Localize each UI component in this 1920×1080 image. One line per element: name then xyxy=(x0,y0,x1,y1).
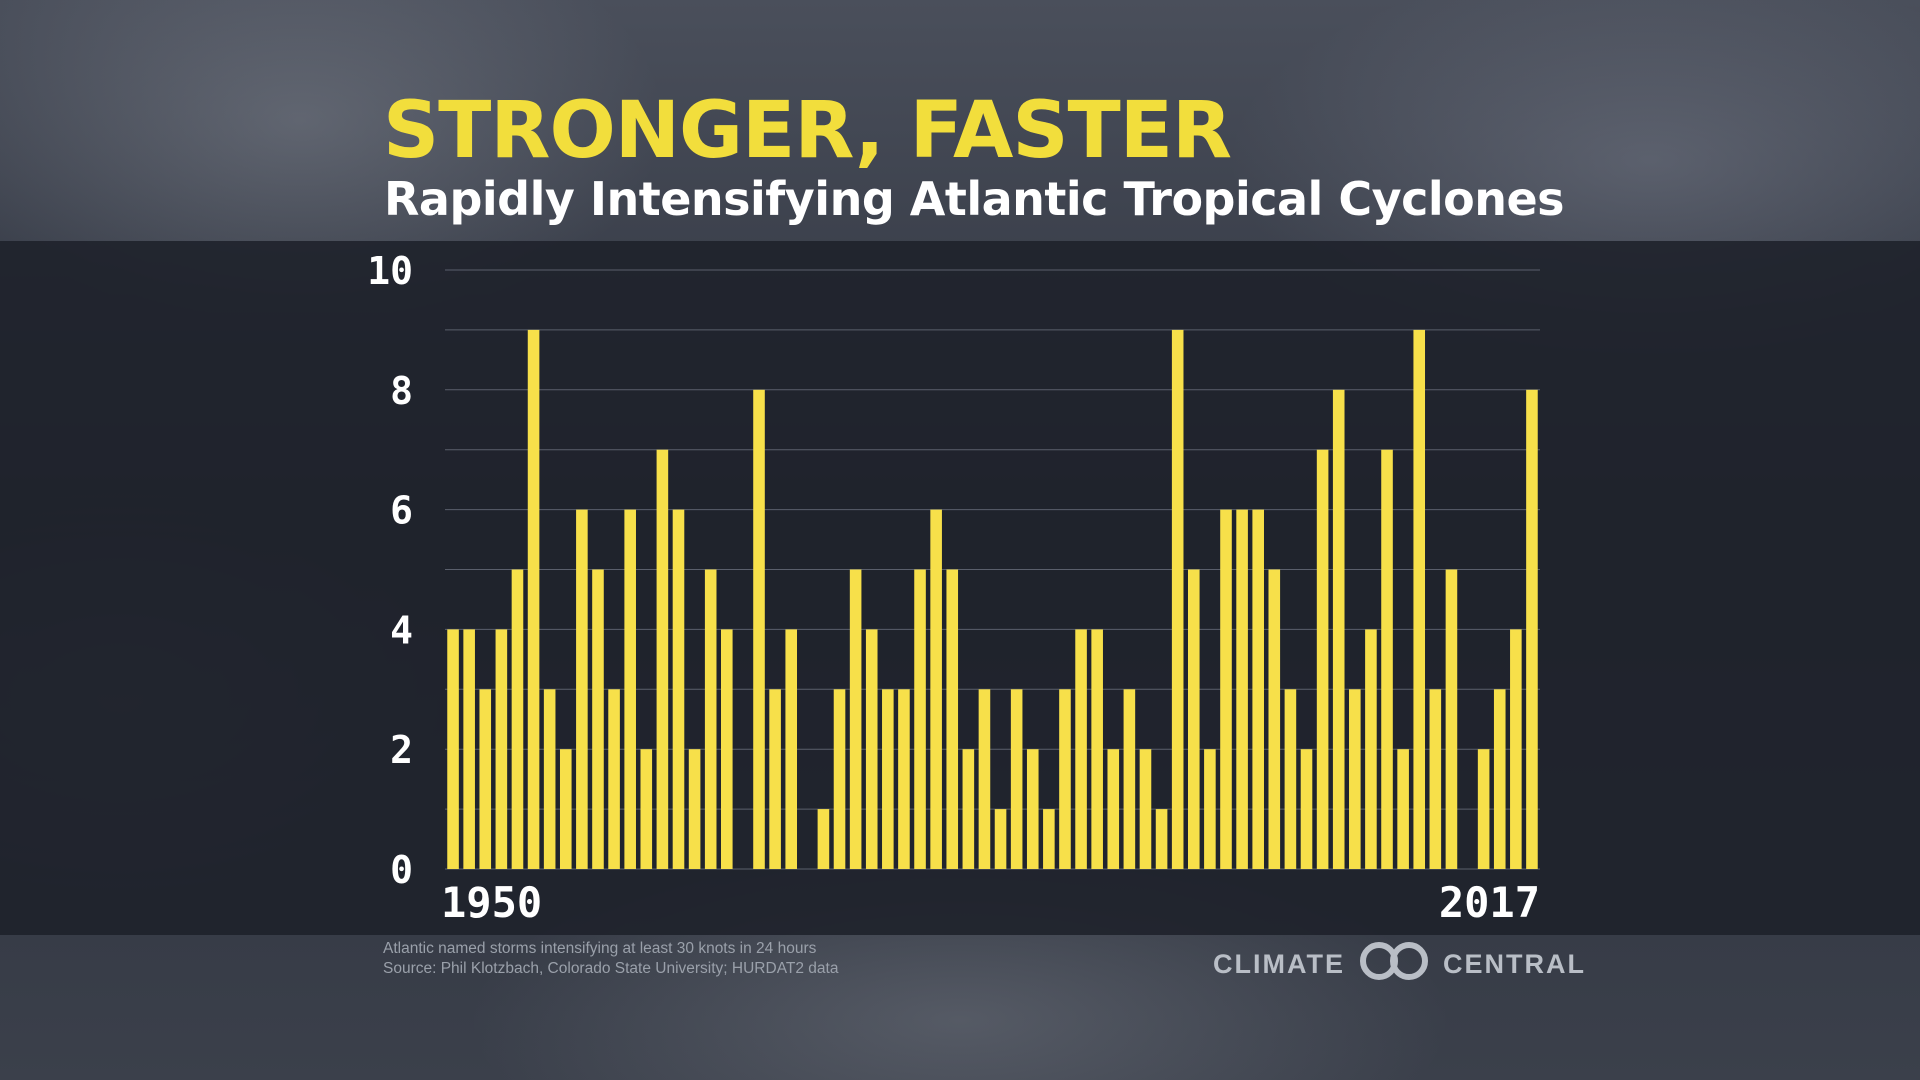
footnote-source: Source: Phil Klotzbach, Colorado State U… xyxy=(383,960,839,977)
bar-1993 xyxy=(1139,749,1152,869)
bar-1950 xyxy=(447,629,459,869)
bar-1953 xyxy=(495,629,508,869)
bar-1998 xyxy=(1220,509,1232,869)
bar-1963 xyxy=(656,449,669,869)
bar-2008 xyxy=(1381,449,1393,869)
bar-1970 xyxy=(769,689,781,869)
bar-1967 xyxy=(721,629,733,869)
bar-1951 xyxy=(463,629,475,869)
bar-1982 xyxy=(962,749,975,869)
bar-2007 xyxy=(1365,629,1377,869)
bar-1973 xyxy=(817,809,830,869)
bar-2009 xyxy=(1397,749,1409,869)
bar-1961 xyxy=(624,509,636,869)
bar-1960 xyxy=(608,689,620,869)
bar-1962 xyxy=(640,749,653,869)
bar-1983 xyxy=(978,689,991,869)
bar-1996 xyxy=(1187,569,1200,869)
bar-1999 xyxy=(1236,509,1248,869)
bar-1992 xyxy=(1123,689,1136,869)
bar-1975 xyxy=(849,569,862,869)
bar-2001 xyxy=(1268,569,1281,869)
bar-2012 xyxy=(1445,569,1458,869)
y-axis-ticks: 0 2 4 6 8 10 xyxy=(367,249,413,892)
bar-1987 xyxy=(1043,809,1055,869)
bars xyxy=(447,329,1538,869)
bar-1984 xyxy=(994,809,1007,869)
y-tick-label: 10 xyxy=(367,249,413,293)
x-tick-label-start: 1950 xyxy=(441,878,542,927)
bar-2003 xyxy=(1300,749,1313,869)
bar-1974 xyxy=(833,689,846,869)
footnote-definition: Atlantic named storms intensifying at le… xyxy=(383,940,817,957)
bar-1980 xyxy=(930,509,942,869)
bar-1958 xyxy=(576,509,588,869)
bar-2000 xyxy=(1252,509,1264,869)
bar-1985 xyxy=(1010,689,1023,869)
interlocking-rings-icon xyxy=(1357,941,1431,988)
climate-central-logo: CLIMATE CENTRAL xyxy=(1213,941,1586,984)
bar-2002 xyxy=(1284,689,1297,869)
bar-1971 xyxy=(785,629,798,869)
x-tick-label-end: 2017 xyxy=(1439,878,1540,927)
bar-2016 xyxy=(1510,629,1522,869)
bar-2005 xyxy=(1332,389,1345,869)
bar-1994 xyxy=(1155,809,1168,869)
chart-title: STRONGER, FASTER xyxy=(383,86,1232,176)
bar-2010 xyxy=(1413,329,1426,869)
bar-1966 xyxy=(704,569,717,869)
chart-band xyxy=(0,241,1920,935)
bar-1957 xyxy=(559,749,572,869)
bar-1952 xyxy=(479,689,492,869)
bar-2014 xyxy=(1477,749,1490,869)
chart-subtitle: Rapidly Intensifying Atlantic Tropical C… xyxy=(384,172,1565,226)
bar-1959 xyxy=(592,569,604,869)
bar-1955 xyxy=(527,329,540,869)
x-axis-ticks: 1950 2017 xyxy=(441,878,1540,927)
bar-2006 xyxy=(1349,689,1361,869)
bar-1978 xyxy=(898,689,910,869)
bar-1964 xyxy=(672,509,685,869)
bar-2004 xyxy=(1316,449,1329,869)
bar-1976 xyxy=(865,629,878,869)
y-tick-label: 0 xyxy=(390,848,413,892)
bar-1997 xyxy=(1204,749,1216,869)
bar-1954 xyxy=(511,569,524,869)
bar-1989 xyxy=(1075,629,1087,869)
logo-right-word: CENTRAL xyxy=(1442,948,1586,979)
bar-2011 xyxy=(1429,689,1442,869)
bar-2017 xyxy=(1526,389,1538,869)
y-tick-label: 4 xyxy=(390,608,413,652)
bar-1965 xyxy=(688,749,701,869)
bar-1995 xyxy=(1171,329,1184,869)
bar-1988 xyxy=(1059,689,1071,869)
y-tick-label: 2 xyxy=(390,728,413,772)
y-tick-label: 8 xyxy=(390,369,413,413)
bar-1981 xyxy=(946,569,959,869)
logo-left-word: CLIMATE xyxy=(1213,948,1345,979)
bar-1956 xyxy=(543,689,556,869)
bar-1986 xyxy=(1026,749,1039,869)
bar-2015 xyxy=(1493,689,1506,869)
bar-1969 xyxy=(753,389,765,869)
bar-1990 xyxy=(1091,629,1103,869)
bar-1979 xyxy=(914,569,926,869)
y-tick-label: 6 xyxy=(390,489,413,533)
bar-1991 xyxy=(1107,749,1120,869)
bar-1977 xyxy=(882,689,894,869)
